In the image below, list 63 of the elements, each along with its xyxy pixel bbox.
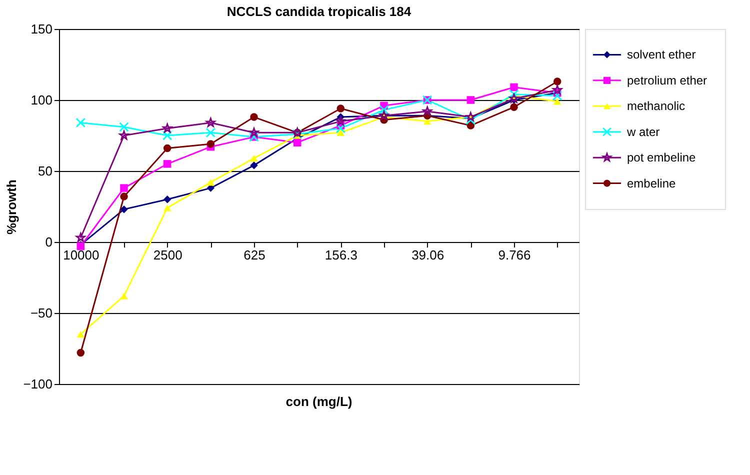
point xyxy=(336,116,346,126)
point xyxy=(422,106,432,116)
point xyxy=(206,179,215,186)
point xyxy=(336,123,346,134)
legend-label: petrolium ether xyxy=(627,73,708,88)
y-tick-label: 50 xyxy=(38,164,52,178)
point xyxy=(163,204,172,212)
point xyxy=(76,232,86,242)
y-tick-label: −50 xyxy=(30,306,52,320)
x-tick-label: 625 xyxy=(244,248,266,262)
point xyxy=(466,122,475,130)
point xyxy=(249,128,259,137)
point xyxy=(119,122,129,132)
point xyxy=(162,123,172,133)
x-tick-label: 10000 xyxy=(63,248,100,262)
legend-label: w ater xyxy=(626,124,660,139)
point xyxy=(510,83,518,92)
point xyxy=(509,89,519,100)
point xyxy=(120,192,128,200)
point xyxy=(206,128,216,138)
point xyxy=(76,118,86,128)
point xyxy=(552,90,562,101)
point xyxy=(510,103,518,111)
point xyxy=(466,114,476,125)
x-tick-label: 9.766 xyxy=(498,248,531,262)
point xyxy=(120,184,128,192)
point xyxy=(76,348,85,357)
point xyxy=(552,85,562,94)
point xyxy=(206,118,216,127)
y-tick-label: 0 xyxy=(45,234,52,250)
point xyxy=(119,130,129,140)
point xyxy=(206,140,215,148)
point xyxy=(379,105,389,115)
point xyxy=(553,78,562,86)
legend-label: embeline xyxy=(627,176,676,190)
point xyxy=(163,196,172,204)
point xyxy=(250,113,258,121)
point xyxy=(120,292,128,300)
point xyxy=(553,98,562,105)
point xyxy=(336,129,345,136)
x-tick-label: 156.3 xyxy=(324,248,358,262)
y-tick-label: −100 xyxy=(23,376,52,392)
legend-label: methanolic xyxy=(627,99,686,114)
point xyxy=(293,138,302,146)
point xyxy=(120,205,128,214)
x-tick-label: 39.06 xyxy=(412,248,444,262)
y-tick-label: 150 xyxy=(30,22,52,36)
y-axis-title: %growth xyxy=(4,180,20,234)
x-axis-title: con (mg/L) xyxy=(286,394,352,409)
point xyxy=(336,104,345,112)
legend-label: solvent ether xyxy=(627,48,696,62)
point xyxy=(250,154,258,162)
point xyxy=(163,144,172,152)
point xyxy=(466,96,475,104)
y-tick-label: 100 xyxy=(30,92,52,108)
chart-title: NCCLS candida tropicalis 184 xyxy=(226,4,412,19)
x-tick-label: 2500 xyxy=(153,248,182,262)
point xyxy=(162,130,172,140)
point xyxy=(250,161,258,170)
point xyxy=(163,160,172,168)
point xyxy=(509,94,519,103)
point xyxy=(76,330,85,338)
legend-label: pot embeline xyxy=(627,150,696,165)
